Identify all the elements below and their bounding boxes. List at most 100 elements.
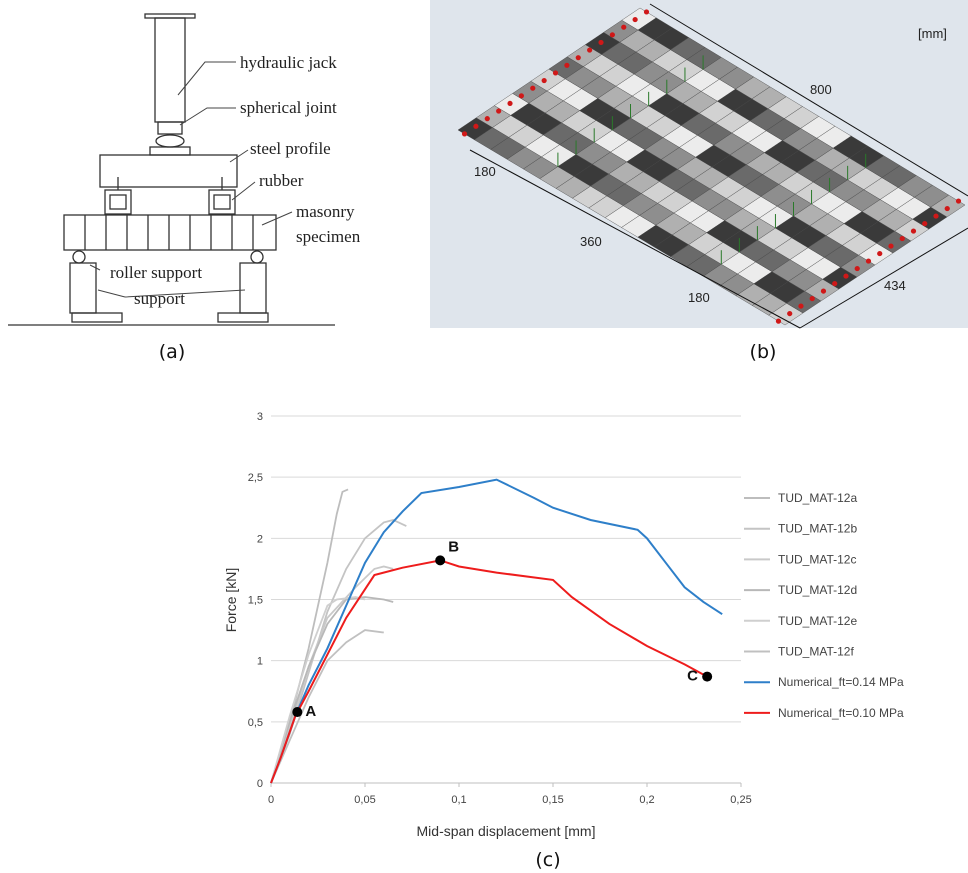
support-marker	[911, 228, 916, 233]
x-tick-label: 0	[268, 794, 274, 806]
steel-profile	[100, 155, 237, 187]
legend-label: TUD_MAT-12a	[778, 491, 857, 505]
point-label: C	[687, 668, 698, 685]
support-marker	[633, 17, 638, 22]
label: masonry	[296, 202, 355, 221]
support-marker	[832, 281, 837, 286]
point-label: A	[305, 703, 316, 720]
legend-label: TUD_MAT-12d	[778, 583, 857, 597]
caption: (a)	[159, 341, 185, 363]
hydraulic-jack	[155, 18, 185, 122]
support	[240, 263, 266, 313]
support-marker	[888, 243, 893, 248]
support-marker	[866, 258, 871, 263]
support-marker	[553, 70, 558, 75]
rubber	[105, 190, 131, 214]
support-marker	[933, 213, 938, 218]
support-marker	[473, 124, 478, 129]
dimension: 180	[688, 290, 710, 305]
point-marker	[435, 555, 445, 565]
support-marker	[787, 311, 792, 316]
masonry-specimen	[64, 215, 276, 250]
y-axis-label: Force [kN]	[223, 568, 239, 633]
test-setup-diagram: hydraulic jack spherical joint steel pro…	[8, 14, 361, 325]
roller	[73, 251, 85, 263]
label: spherical joint	[240, 98, 337, 117]
support-marker	[945, 206, 950, 211]
support-marker	[644, 9, 649, 14]
joint-plate	[150, 147, 190, 155]
chart: 0 0,5 1 1,5 2 2,5 3 0 0,05 0,1 0,15 0,2 0,25 A B C TUD_M…	[248, 411, 904, 806]
support-marker	[877, 251, 882, 256]
label: rubber	[259, 171, 304, 190]
base-plate	[72, 313, 122, 322]
label: specimen	[296, 227, 361, 246]
point-label: B	[448, 538, 459, 555]
rubber-inner	[110, 195, 126, 209]
support-marker	[855, 266, 860, 271]
support-marker	[485, 116, 490, 121]
support-marker	[922, 221, 927, 226]
x-tick-label: 0,2	[639, 794, 654, 806]
support-marker	[519, 93, 524, 98]
unit: [mm]	[918, 26, 947, 41]
legend-label: TUD_MAT-12c	[778, 552, 856, 566]
point-marker	[292, 707, 302, 717]
dimension: 434	[884, 278, 906, 293]
x-tick-label: 0,15	[542, 794, 563, 806]
series-line	[271, 560, 707, 783]
support-marker	[956, 198, 961, 203]
spherical-joint	[156, 135, 184, 147]
page: {"panel_a": {"labels": ["hydraulic jack"…	[0, 0, 968, 873]
y-tick-label: 0,5	[248, 717, 263, 729]
legend-label: Numerical_ft=0.10 MPa	[778, 706, 904, 720]
dimension: 800	[810, 82, 832, 97]
label: steel profile	[250, 139, 331, 158]
series-line	[271, 597, 365, 783]
point-marker	[702, 672, 712, 682]
support-marker	[542, 78, 547, 83]
rubber	[209, 190, 235, 214]
y-tick-label: 2,5	[248, 472, 263, 484]
base-plate	[218, 313, 268, 322]
support-marker	[587, 47, 592, 52]
caption: (c)	[535, 849, 560, 871]
label: support	[134, 289, 185, 308]
support-marker	[810, 296, 815, 301]
support-marker	[798, 303, 803, 308]
y-tick-label: 0	[257, 778, 263, 790]
label: hydraulic jack	[240, 53, 337, 72]
support-marker	[530, 86, 535, 91]
legend-label: Numerical_ft=0.14 MPa	[778, 675, 904, 689]
legend-label: TUD_MAT-12f	[778, 645, 854, 659]
joint-top	[158, 122, 182, 134]
support-marker	[507, 101, 512, 106]
support-marker	[621, 25, 626, 30]
brick-joints	[85, 215, 253, 250]
support-marker	[496, 108, 501, 113]
roller	[251, 251, 263, 263]
y-tick-label: 2	[257, 533, 263, 545]
support-marker	[598, 40, 603, 45]
support-marker	[610, 32, 615, 37]
x-tick-label: 0,05	[354, 794, 375, 806]
support-marker	[900, 236, 905, 241]
y-tick-label: 1,5	[248, 595, 263, 607]
dimension: 360	[580, 234, 602, 249]
y-tick-label: 1	[257, 656, 263, 668]
dimension: 180	[474, 164, 496, 179]
support-marker	[462, 131, 467, 136]
legend-label: TUD_MAT-12b	[778, 522, 857, 536]
legend-label: TUD_MAT-12e	[778, 614, 857, 628]
figure: hydraulic jack spherical joint steel pro…	[0, 0, 968, 873]
support-marker	[843, 273, 848, 278]
support	[70, 263, 96, 313]
support-marker	[564, 63, 569, 68]
support-marker	[776, 319, 781, 324]
y-tick-label: 3	[257, 411, 263, 423]
x-tick-label: 0,1	[451, 794, 466, 806]
support-marker	[576, 55, 581, 60]
label: roller support	[110, 263, 202, 282]
series-line	[271, 597, 393, 783]
x-tick-label: 0,25	[730, 794, 751, 806]
